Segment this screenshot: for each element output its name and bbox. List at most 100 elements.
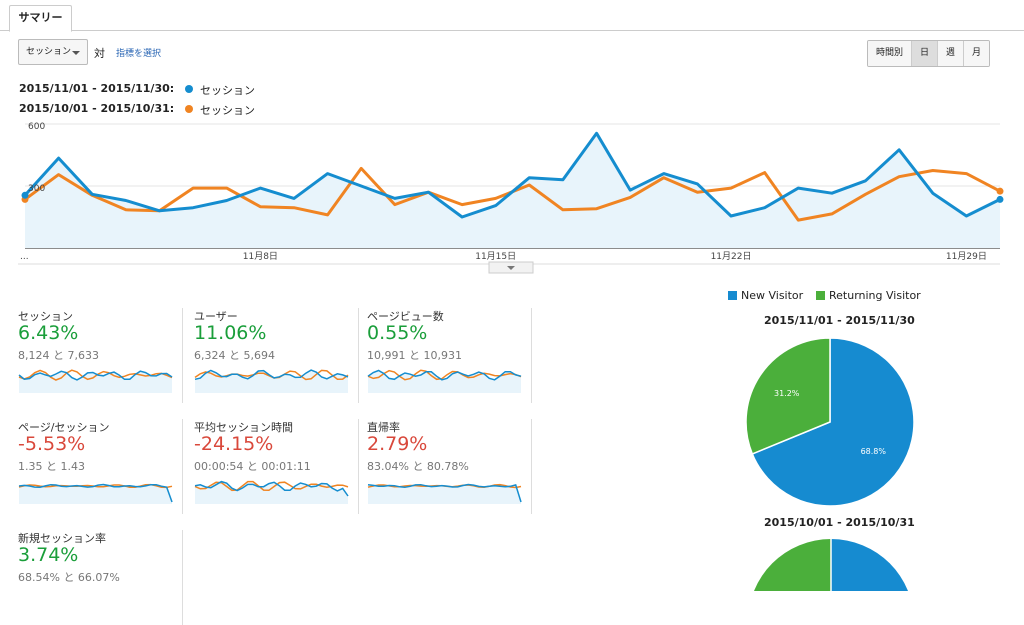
pie-legend-label: New Visitor [741,289,804,302]
data-point[interactable] [996,195,1004,203]
sparkline-area [195,481,348,504]
legend-current-range: 2015/11/01 - 2015/11/30: [19,82,175,95]
scorecard-value: 3.74% [18,544,79,566]
scorecard-compare: 6,324 と 5,694 [194,349,275,362]
legend-current: 2015/11/01 - 2015/11/30: セッション [19,82,255,97]
scorecard-label: 新規セッション率 [18,532,106,545]
scorecard-label: 平均セッション時間 [194,421,293,434]
scorecard-value: -5.53% [18,433,86,455]
scorecard-value: 0.55% [367,322,428,344]
pie-slice [831,539,908,591]
legend-swatch [728,291,737,300]
data-point[interactable] [21,191,29,199]
sparkline-current [18,483,173,503]
scorecard-users[interactable]: ユーザー 11.06% 6,324 と 5,694 [194,308,359,403]
sessions-line-chart: 600 300... 11月8日 11月15日 11月22日 11月29日 [18,122,1004,274]
scorecard-value: -24.15% [194,433,274,455]
scorecard-label: ページ/セッション [18,421,110,434]
scorecard-pages-per-session[interactable]: ページ/セッション -5.53% 1.35 と 1.43 [18,419,183,514]
scorecard-compare: 68.54% と 66.07% [18,571,120,584]
sparkline-area [195,370,348,393]
y-tick-label-600: 600 [28,122,45,132]
divider [182,530,183,625]
granularity-week-button[interactable]: 週 [937,41,964,66]
scorecard-label: ユーザー [194,310,238,323]
sparkline [367,483,522,504]
divider [358,308,359,403]
select-metric-link[interactable]: 指標を選択 [116,49,162,59]
legend-swatch [816,291,825,300]
pie-title-current: 2015/11/01 - 2015/11/30 [764,314,915,327]
chevron-down-icon [72,51,80,55]
vs-label: 対 [94,47,105,60]
pie-chart-previous [754,539,908,591]
scorecard-value: 11.06% [194,322,267,344]
scorecard-value: 6.43% [18,322,79,344]
pie-legend-returning: Returning Visitor [816,289,921,302]
sparkline-area [19,484,172,504]
scorecard-label: セッション [18,310,73,323]
divider [182,308,183,403]
sparkline-current [367,483,522,503]
collapse-handle[interactable] [488,261,534,274]
sparkline [194,480,349,504]
scorecard-sessions[interactable]: セッション 6.43% 8,124 と 7,633 [18,308,183,403]
metric-select[interactable]: セッション [18,39,88,65]
scorecard-bounce-rate[interactable]: 直帰率 2.79% 83.04% と 80.78% [367,419,532,514]
divider [182,419,183,514]
x-tick-label: 11月29日 [946,251,987,262]
granularity-month-button[interactable]: 月 [963,41,990,66]
pie-slice[interactable] [751,337,915,507]
sparkline [194,369,349,393]
x-tick-label: 11月8日 [243,251,278,262]
y-tick-label-300: 300 [28,184,45,194]
series-current-line [23,131,1001,219]
legend-current-dot [185,85,193,93]
granularity-day-button[interactable]: 日 [911,41,938,66]
pie-slice-label: 68.8% [861,447,887,456]
scorecard-new-sessions-rate[interactable]: 新規セッション率 3.74% 68.54% と 66.07% [18,530,183,625]
pie-slice[interactable] [745,337,831,455]
pie-slice-label: 31.2% [774,389,800,398]
sparkline-previous [367,369,522,381]
pie-legend-new: New Visitor [728,289,803,302]
scorecard-value: 2.79% [367,433,428,455]
sparkline-current [194,369,349,381]
granularity-toggle: 時間別 日 週 月 [867,40,991,67]
sparkline [18,483,173,504]
scorecard-compare: 00:00:54 と 00:01:11 [194,460,311,473]
divider [531,419,532,514]
x-tick-label: 11月22日 [711,251,752,262]
legend-current-metric: セッション [200,84,255,97]
sparkline [18,369,173,393]
legend-previous-dot [185,105,193,113]
scorecard-compare: 8,124 と 7,633 [18,349,99,362]
pie-slice [754,539,831,591]
legend-previous-metric: セッション [200,104,255,117]
sparkline-area [368,370,521,393]
sparkline-current [367,369,522,381]
divider [358,419,359,514]
legend-previous-range: 2015/10/01 - 2015/10/31: [19,102,175,115]
legend-previous: 2015/10/01 - 2015/10/31: セッション [19,102,255,117]
sparkline-previous [18,369,173,381]
pie-chart-current: 68.8% 31.2% [745,337,915,507]
tab-summary[interactable]: サマリー [9,5,72,32]
sparkline-current [18,370,173,381]
sparkline-current [194,480,349,497]
metric-select-value: セッション [26,47,72,57]
series-current-area [25,133,1000,248]
scorecard-compare: 10,991 と 10,931 [367,349,462,362]
x-tick-label: 11月15日 [475,251,516,262]
scorecard-compare: 1.35 と 1.43 [18,460,85,473]
scorecard-label: ページビュー数 [367,310,444,323]
data-point[interactable] [996,187,1004,195]
scorecard-avg-session-duration[interactable]: 平均セッション時間 -24.15% 00:00:54 と 00:01:11 [194,419,359,514]
pie-legend-label: Returning Visitor [829,289,921,302]
sparkline-area [368,484,521,504]
scorecard-pageviews[interactable]: ページビュー数 0.55% 10,991 と 10,931 [367,308,532,403]
tab-bar: サマリー [0,0,1024,32]
granularity-hourly-button[interactable]: 時間別 [868,41,912,66]
sparkline [367,369,522,393]
scorecard-label: 直帰率 [367,421,400,434]
